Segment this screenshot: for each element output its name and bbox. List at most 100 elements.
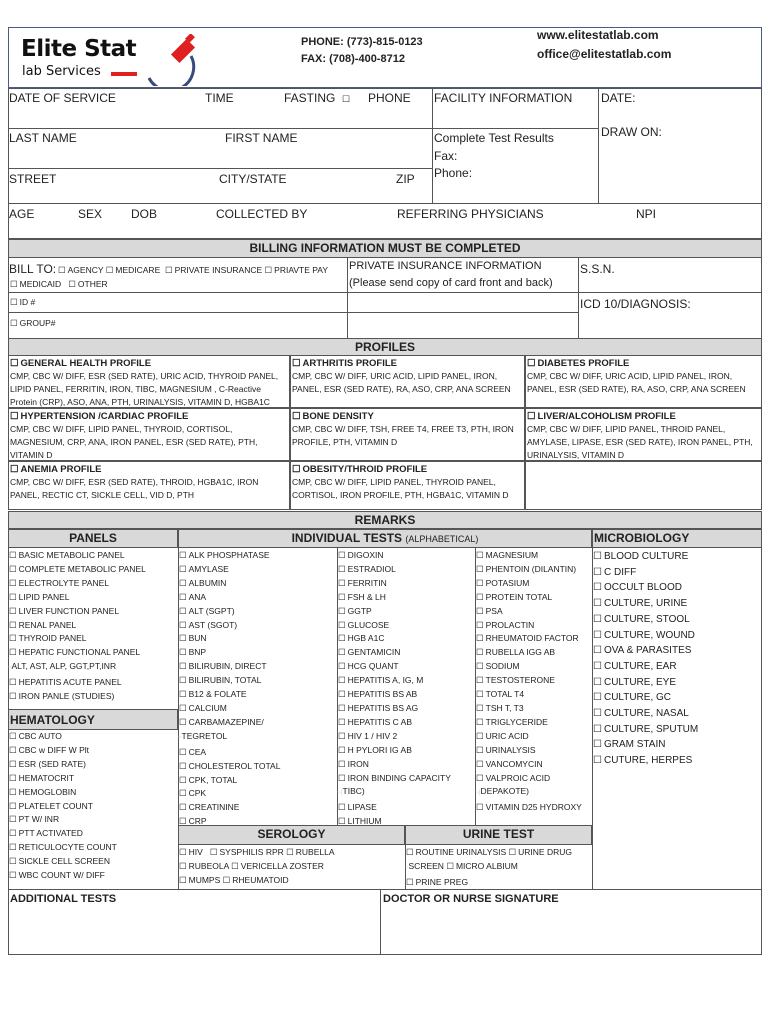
test-checkbox[interactable]: HEPATITIS BS AG — [338, 702, 451, 716]
signature-box[interactable] — [380, 889, 762, 955]
collected-by-field[interactable]: COLLECTED BY — [216, 207, 308, 221]
test-checkbox[interactable]: HEPATIC FUNCTIONAL PANEL — [9, 646, 146, 660]
time-field[interactable]: TIME — [205, 91, 234, 105]
test-checkbox[interactable]: VANCOMYCIN — [476, 758, 582, 772]
test-checkbox[interactable]: LIVER FUNCTION PANEL — [9, 605, 146, 619]
date-of-service-field[interactable]: DATE OF SERVICE — [9, 91, 116, 105]
id-field[interactable]: ID # — [10, 297, 36, 308]
test-checkbox[interactable]: HGB A1C — [338, 632, 451, 646]
profile-checkbox[interactable]: HYPERTENSION /CARDIAC PROFILE — [10, 410, 288, 423]
test-checkbox[interactable]: ELECTROLYTE PANEL — [9, 577, 146, 591]
test-checkbox[interactable]: FERRITIN — [338, 577, 451, 591]
test-checkbox[interactable]: BILIRUBIN, TOTAL — [179, 674, 280, 688]
test-checkbox[interactable]: PTT ACTIVATED — [9, 827, 117, 841]
phone-field[interactable]: PHONE — [368, 91, 411, 105]
test-checkbox[interactable]: ALBUMIN — [179, 577, 280, 591]
test-checkbox[interactable]: VITAMIN D25 HYDROXY — [476, 801, 582, 815]
test-checkbox[interactable]: GGTP — [338, 605, 451, 619]
referring-physicians-field[interactable]: REFERRING PHYSICIANS — [397, 207, 544, 221]
test-checkbox[interactable]: HEPATITIS C AB — [338, 716, 451, 730]
serology-checkbox[interactable]: RUBELLA — [286, 847, 334, 857]
test-checkbox[interactable]: CREATININE — [179, 801, 280, 815]
serology-checkbox[interactable]: SYSPHILIS RPR — [210, 847, 284, 857]
test-checkbox[interactable]: DIGOXIN — [338, 549, 451, 563]
results-phone-field[interactable]: Phone: — [434, 166, 473, 180]
city-state-field[interactable]: CITY/STATE — [219, 172, 287, 186]
zip-field[interactable]: ZIP — [396, 172, 415, 186]
urine-checkbox[interactable]: ROUTINE URINALYSIS — [406, 847, 506, 857]
test-checkbox[interactable]: BILIRUBIN, DIRECT — [179, 660, 280, 674]
test-checkbox[interactable]: PT W/ INR — [9, 813, 117, 827]
results-fax-field[interactable]: Fax: — [434, 149, 458, 163]
icd-diagnosis-field[interactable]: ICD 10/DIAGNOSIS: — [580, 297, 691, 311]
test-checkbox[interactable]: PSA — [476, 605, 582, 619]
test-checkbox[interactable]: IRON PANLE (STUDIES) — [9, 690, 146, 704]
test-checkbox[interactable]: POTASIUM — [476, 577, 582, 591]
test-checkbox[interactable]: HEPATITIS BS AB — [338, 688, 451, 702]
test-checkbox[interactable]: WBC COUNT W/ DIFF — [9, 869, 117, 883]
urine-checkbox[interactable]: PRINE PREG — [406, 877, 468, 887]
serology-checkbox[interactable]: RUBEOLA — [179, 861, 229, 871]
test-checkbox[interactable]: ESTRADIOL — [338, 563, 451, 577]
npi-field[interactable]: NPI — [636, 207, 657, 221]
serology-checkbox[interactable]: HIV — [179, 847, 203, 857]
last-name-field[interactable]: LAST NAME — [9, 131, 77, 145]
test-checkbox[interactable]: BUN — [179, 632, 280, 646]
test-checkbox[interactable]: HIV 1 / HIV 2 — [338, 730, 451, 744]
ssn-field[interactable]: S.S.N. — [580, 262, 615, 276]
test-checkbox[interactable]: COMPLETE METABOLIC PANEL — [9, 563, 146, 577]
draw-on-field[interactable]: DRAW ON: — [601, 125, 662, 139]
test-checkbox[interactable]: PROLACTIN — [476, 619, 582, 633]
email-link[interactable]: office@elitestatlab.com — [537, 47, 672, 61]
test-checkbox[interactable]: VALPROIC ACID — [476, 772, 582, 786]
test-checkbox[interactable]: MAGNESIUM — [476, 549, 582, 563]
test-checkbox[interactable]: OVA & PARASITES — [593, 643, 698, 659]
test-checkbox[interactable]: CBC w DIFF W Plt — [9, 744, 117, 758]
test-checkbox[interactable]: ANA — [179, 591, 280, 605]
private-insurance-checkbox[interactable]: PRIVATE INSURANCE — [165, 265, 262, 275]
test-checkbox[interactable]: BLOOD CULTURE — [593, 549, 698, 565]
urine-checkbox[interactable]: URINE DRUG — [509, 847, 572, 857]
test-checkbox[interactable]: PLATELET COUNT — [9, 800, 117, 814]
test-checkbox[interactable]: THYROID PANEL — [9, 632, 146, 646]
test-checkbox[interactable]: BNP — [179, 646, 280, 660]
test-checkbox[interactable]: CPK — [179, 787, 280, 801]
group-field[interactable]: GROUP# — [10, 318, 56, 329]
facility-info[interactable]: FACILITY INFORMATION — [434, 91, 573, 105]
test-checkbox[interactable]: CALCIUM — [179, 702, 280, 716]
test-checkbox[interactable]: RUBELLA IGG AB — [476, 646, 582, 660]
test-checkbox[interactable]: H PYLORI IG AB — [338, 744, 451, 758]
date-field[interactable]: DATE: — [601, 91, 636, 105]
first-name-field[interactable]: FIRST NAME — [225, 131, 298, 145]
profile-checkbox[interactable]: GENERAL HEALTH PROFILE — [10, 357, 288, 370]
test-checkbox[interactable]: LITHIUM — [338, 815, 451, 829]
test-checkbox[interactable]: RETICULOCYTE COUNT — [9, 841, 117, 855]
test-checkbox[interactable]: B12 & FOLATE — [179, 688, 280, 702]
test-checkbox[interactable]: C DIFF — [593, 565, 698, 581]
test-checkbox[interactable]: SODIUM — [476, 660, 582, 674]
test-checkbox[interactable]: GRAM STAIN — [593, 737, 698, 753]
test-checkbox[interactable]: CULTURE, EYE — [593, 675, 698, 691]
test-checkbox[interactable]: ESR (SED RATE) — [9, 758, 117, 772]
test-checkbox[interactable]: IRON — [338, 758, 451, 772]
profile-checkbox[interactable]: DIABETES PROFILE — [527, 357, 760, 370]
test-checkbox[interactable]: HEPATITIS A, IG, M — [338, 674, 451, 688]
test-checkbox[interactable]: HEMOGLOBIN — [9, 786, 117, 800]
test-checkbox[interactable]: AST (SGOT) — [179, 619, 280, 633]
serology-checkbox[interactable]: VERICELLA ZOSTER — [231, 861, 324, 871]
serology-checkbox[interactable]: RHEUMATOID — [223, 875, 289, 885]
website-link[interactable]: www.elitestatlab.com — [537, 28, 659, 42]
test-checkbox[interactable]: ALK PHOSPHATASE — [179, 549, 280, 563]
age-field[interactable]: AGE — [9, 207, 35, 221]
test-checkbox[interactable]: RHEUMATOID FACTOR — [476, 632, 582, 646]
dob-field[interactable]: DOB — [131, 207, 158, 221]
fasting-checkbox[interactable]: FASTING ☐ — [284, 91, 351, 105]
